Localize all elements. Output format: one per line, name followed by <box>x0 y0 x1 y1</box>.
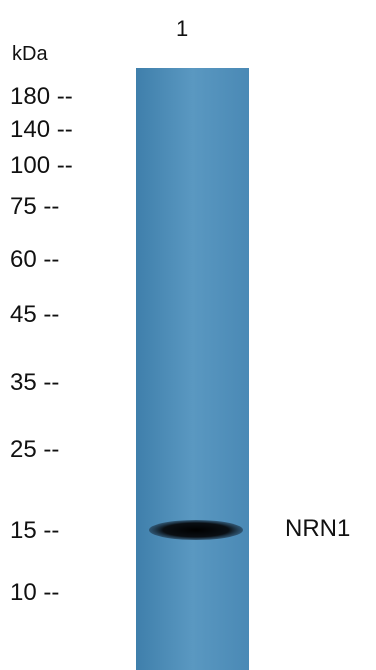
marker-label: 45 -- <box>10 301 60 328</box>
marker-label: 25 -- <box>10 436 60 463</box>
marker-label: 75 -- <box>10 193 60 220</box>
marker-label: 100 -- <box>10 152 73 179</box>
unit-label: kDa <box>12 43 48 65</box>
band-label: NRN1 <box>285 515 351 542</box>
marker-label: 60 -- <box>10 246 60 273</box>
membrane-lane <box>136 68 249 670</box>
marker-label: 180 -- <box>10 83 73 110</box>
marker-label: 15 -- <box>10 517 60 544</box>
protein-band-nrn1 <box>149 520 243 540</box>
marker-label: 35 -- <box>10 369 60 396</box>
marker-label: 10 -- <box>10 579 60 606</box>
marker-label: 140 -- <box>10 116 73 143</box>
lane-label: 1 <box>176 16 189 41</box>
